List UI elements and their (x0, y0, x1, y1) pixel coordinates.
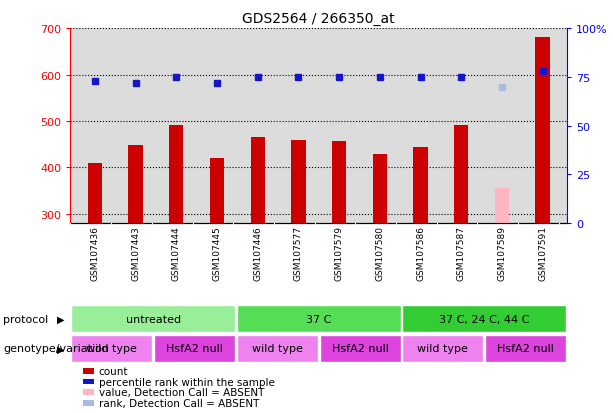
Bar (291, 141, 305, 223)
Bar (495, 189, 509, 223)
Text: rank, Detection Call = ABSENT: rank, Detection Call = ABSENT (99, 398, 259, 408)
Text: 37 C, 24 C, 44 C: 37 C, 24 C, 44 C (439, 314, 530, 324)
Bar (237, 335, 318, 362)
Bar (319, 335, 401, 362)
Bar (413, 147, 428, 223)
Text: GSM107443: GSM107443 (131, 226, 140, 280)
Bar (154, 335, 235, 362)
Text: value, Detection Call = ABSENT: value, Detection Call = ABSENT (99, 387, 264, 397)
Text: 37 C: 37 C (306, 314, 332, 324)
Text: count: count (99, 366, 128, 376)
Text: HsfA2 null: HsfA2 null (332, 344, 389, 354)
Bar (129, 146, 143, 223)
Text: GSM107586: GSM107586 (416, 226, 425, 281)
Bar (454, 126, 468, 223)
Bar (402, 306, 566, 332)
Bar (210, 159, 224, 223)
Text: wild type: wild type (417, 344, 468, 354)
Text: wild type: wild type (86, 344, 137, 354)
Bar (88, 164, 102, 223)
Bar (71, 335, 153, 362)
Bar (536, 38, 550, 223)
Bar (169, 126, 183, 223)
Text: GSM107444: GSM107444 (172, 226, 181, 280)
Text: GSM107591: GSM107591 (538, 226, 547, 281)
Text: GSM107589: GSM107589 (497, 226, 506, 281)
Text: GSM107445: GSM107445 (213, 226, 221, 280)
Text: GSM107579: GSM107579 (335, 226, 344, 281)
Bar (71, 306, 235, 332)
Text: GSM107446: GSM107446 (253, 226, 262, 280)
Text: untreated: untreated (126, 314, 181, 324)
Text: GSM107587: GSM107587 (457, 226, 466, 281)
Text: GSM107577: GSM107577 (294, 226, 303, 281)
Bar (332, 141, 346, 223)
Text: HsfA2 null: HsfA2 null (497, 344, 554, 354)
Text: genotype/variation: genotype/variation (3, 344, 109, 354)
Text: ▶: ▶ (57, 344, 64, 354)
Bar (251, 138, 265, 223)
Text: wild type: wild type (252, 344, 303, 354)
Text: GSM107436: GSM107436 (90, 226, 99, 280)
Text: protocol: protocol (3, 314, 48, 324)
Text: HsfA2 null: HsfA2 null (166, 344, 223, 354)
Text: GSM107580: GSM107580 (375, 226, 384, 281)
Bar (485, 335, 566, 362)
Text: percentile rank within the sample: percentile rank within the sample (99, 377, 275, 387)
Text: ▶: ▶ (57, 314, 64, 324)
Bar (402, 335, 484, 362)
Bar (373, 155, 387, 223)
Bar (237, 306, 401, 332)
Title: GDS2564 / 266350_at: GDS2564 / 266350_at (243, 12, 395, 26)
